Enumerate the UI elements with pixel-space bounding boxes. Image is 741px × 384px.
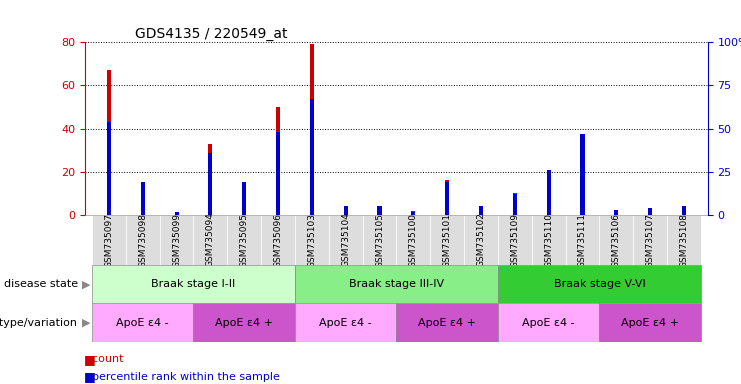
Bar	[464, 215, 498, 265]
Bar	[396, 215, 431, 265]
Bar	[377, 209, 382, 215]
Bar	[445, 182, 449, 215]
Bar	[362, 215, 396, 265]
Bar	[141, 202, 144, 215]
Text: GSM735106: GSM735106	[612, 212, 621, 268]
Text: GSM735098: GSM735098	[139, 212, 147, 268]
Text: GSM735103: GSM735103	[308, 212, 316, 268]
Text: GSM735094: GSM735094	[206, 213, 215, 267]
Text: ▶: ▶	[82, 279, 90, 289]
Bar	[175, 213, 179, 215]
Bar	[431, 215, 464, 265]
Text: GSM735102: GSM735102	[476, 213, 485, 267]
Bar	[344, 207, 348, 215]
Bar	[445, 180, 449, 215]
Bar	[614, 211, 618, 215]
Bar	[107, 70, 111, 215]
Text: Braak stage V-VI: Braak stage V-VI	[554, 279, 645, 289]
Bar	[513, 194, 517, 215]
Bar	[242, 191, 246, 215]
Text: ApoE ε4 -: ApoE ε4 -	[116, 318, 169, 328]
Bar	[396, 303, 498, 342]
Text: genotype/variation: genotype/variation	[0, 318, 78, 328]
Text: GSM735104: GSM735104	[341, 213, 350, 267]
Bar	[682, 207, 686, 215]
Bar	[92, 265, 295, 303]
Bar	[547, 170, 551, 215]
Bar	[310, 45, 314, 215]
Text: Braak stage I-II: Braak stage I-II	[151, 279, 236, 289]
Text: Braak stage III-IV: Braak stage III-IV	[349, 279, 444, 289]
Bar	[175, 212, 179, 215]
Text: GSM735110: GSM735110	[544, 212, 554, 268]
Bar	[614, 210, 618, 215]
Bar	[479, 207, 483, 215]
Bar	[377, 207, 382, 215]
Bar	[667, 215, 701, 265]
Bar	[141, 182, 144, 215]
Bar	[261, 215, 295, 265]
Bar	[648, 209, 652, 215]
Text: ApoE ε4 +: ApoE ε4 +	[418, 318, 476, 328]
Bar	[295, 265, 498, 303]
Bar	[193, 215, 227, 265]
Text: GSM735108: GSM735108	[679, 212, 688, 268]
Bar	[498, 265, 701, 303]
Bar	[648, 208, 652, 215]
Bar	[532, 215, 565, 265]
Text: ApoE ε4 +: ApoE ε4 +	[621, 318, 679, 328]
Bar	[159, 215, 193, 265]
Bar	[634, 215, 667, 265]
Text: ApoE ε4 -: ApoE ε4 -	[319, 318, 372, 328]
Bar	[295, 303, 396, 342]
Bar	[193, 303, 295, 342]
Text: GSM735095: GSM735095	[239, 212, 249, 268]
Bar	[580, 134, 585, 215]
Bar	[498, 303, 599, 342]
Bar	[310, 99, 314, 215]
Bar	[513, 194, 517, 215]
Bar	[547, 170, 551, 215]
Bar	[126, 215, 159, 265]
Bar	[599, 215, 634, 265]
Bar	[344, 209, 348, 215]
Bar	[276, 107, 280, 215]
Text: ■: ■	[84, 370, 96, 383]
Text: ▶: ▶	[82, 318, 90, 328]
Bar	[329, 215, 362, 265]
Bar	[208, 144, 213, 215]
Bar	[580, 150, 585, 215]
Text: GSM735105: GSM735105	[375, 212, 384, 268]
Text: count: count	[85, 354, 124, 364]
Text: GSM735100: GSM735100	[409, 212, 418, 268]
Bar	[411, 211, 416, 215]
Text: GSM735107: GSM735107	[645, 212, 654, 268]
Text: GSM735111: GSM735111	[578, 212, 587, 268]
Text: GSM735101: GSM735101	[442, 212, 452, 268]
Text: GSM735109: GSM735109	[511, 212, 519, 268]
Bar	[599, 303, 701, 342]
Bar	[295, 215, 329, 265]
Text: percentile rank within the sample: percentile rank within the sample	[85, 372, 280, 382]
Text: ApoE ε4 +: ApoE ε4 +	[215, 318, 273, 328]
Bar	[92, 215, 126, 265]
Bar	[498, 215, 532, 265]
Bar	[107, 122, 111, 215]
Bar	[276, 132, 280, 215]
Bar	[242, 182, 246, 215]
Bar	[682, 207, 686, 215]
Bar	[411, 212, 416, 215]
Bar	[208, 153, 213, 215]
Text: ■: ■	[84, 353, 96, 366]
Bar	[227, 215, 261, 265]
Text: GSM735097: GSM735097	[104, 212, 113, 268]
Text: ApoE ε4 -: ApoE ε4 -	[522, 318, 575, 328]
Text: disease state: disease state	[4, 279, 78, 289]
Text: GSM735096: GSM735096	[273, 212, 282, 268]
Text: GSM735099: GSM735099	[172, 212, 181, 268]
Bar	[565, 215, 599, 265]
Bar	[92, 303, 193, 342]
Bar	[479, 209, 483, 215]
Text: GDS4135 / 220549_at: GDS4135 / 220549_at	[135, 27, 288, 41]
